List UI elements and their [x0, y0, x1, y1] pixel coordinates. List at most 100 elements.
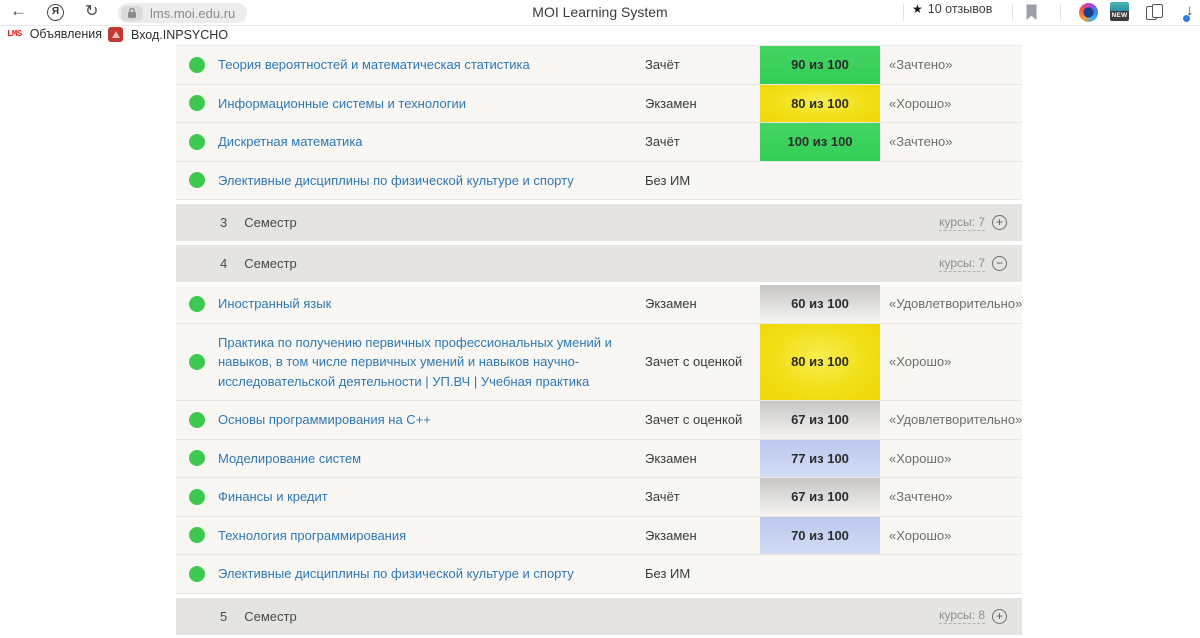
grade-text	[880, 162, 1022, 200]
score-badge: 80 из 100	[760, 323, 880, 400]
refresh-icon[interactable]: ↻	[85, 3, 99, 20]
score-badge: 90 из 100	[760, 46, 880, 84]
status-dot-icon	[189, 56, 205, 73]
rating-bar-positive	[912, 19, 980, 22]
course-row: Дискретная математика Зачёт 100 из 100 «Зач…	[176, 123, 1022, 162]
lock-icon[interactable]	[121, 5, 143, 21]
semester-label: Семестр	[244, 608, 297, 624]
bookmark-inpsycho-login[interactable]: Вход.INPSYCHO	[108, 27, 228, 42]
score-badge: 67 из 100	[760, 401, 880, 439]
score-badge: 67 из 100	[760, 478, 880, 516]
grade-text: «Хорошо»	[889, 527, 952, 543]
browser-toolbar: ← Я ↻ lms.moi.edu.ru MOI Learning System…	[0, 0, 1200, 26]
semester-number: 4	[220, 256, 228, 271]
inpsycho-favicon	[108, 27, 123, 42]
score-badge: 70 из 100	[760, 516, 880, 554]
expand-icon[interactable]: +	[992, 215, 1007, 230]
course-name-link[interactable]: Элективные дисциплины по физической куль…	[218, 172, 574, 188]
grade-text: «Зачтено»	[889, 489, 953, 505]
bookmark-announcements[interactable]: LMS Объявления	[7, 27, 102, 41]
semester-label: Семестр	[244, 215, 297, 230]
reviews-widget[interactable]: ★ 10 отзывов	[912, 2, 1000, 22]
semester-courses-link[interactable]: курсы: 7	[939, 255, 985, 272]
course-name-link[interactable]: Информационные системы и технологии	[218, 95, 466, 111]
grade-text: «Хорошо»	[889, 450, 952, 466]
collapse-icon[interactable]: −	[992, 256, 1007, 271]
semester-courses-link[interactable]: курсы: 7	[939, 214, 985, 231]
lms-favicon: LMS	[7, 29, 22, 39]
bookmark-label: Вход.INPSYCHO	[131, 27, 229, 42]
semester-row[interactable]: 5 Семестр курсы: 8 +	[176, 597, 1022, 635]
semester-number: 5	[220, 608, 228, 624]
control-type: Экзамен	[645, 450, 697, 466]
course-row: Теория вероятностей и математическая ста…	[176, 45, 1022, 85]
new-badge: NEW	[1110, 11, 1129, 21]
course-row: Элективные дисциплины по физической куль…	[176, 161, 1022, 200]
bookmarks-bar: LMS Объявления Вход.INPSYCHO	[0, 26, 1200, 45]
score-badge: 100 из 100	[760, 123, 880, 161]
control-type: Экзамен	[645, 95, 697, 111]
extension-browser-icon[interactable]	[1079, 3, 1098, 22]
semester-courses-link[interactable]: курсы: 8	[939, 608, 985, 624]
grade-text	[880, 555, 1022, 593]
score-badge-empty	[760, 162, 880, 200]
back-icon[interactable]: ←	[10, 1, 27, 20]
control-type: Без ИМ	[645, 566, 691, 582]
control-type: Зачет с оценкой	[645, 412, 743, 428]
extension-new-icon[interactable]: NEW	[1110, 2, 1129, 23]
semester-row[interactable]: 3 Семестр курсы: 7 +	[176, 204, 1022, 241]
page-title: MOI Learning System	[532, 4, 668, 20]
grade-text: «Зачтено»	[889, 57, 953, 73]
divider	[1012, 4, 1013, 21]
score-badge: 77 из 100	[760, 439, 880, 477]
control-type: Зачёт	[645, 134, 680, 150]
control-type: Зачет с оценкой	[645, 354, 743, 370]
rating-bar-negative	[980, 19, 1000, 22]
course-name-link[interactable]: Финансы и кредит	[218, 489, 328, 504]
grades-table: Теория вероятностей и математическая ста…	[176, 45, 1022, 638]
bookmark-icon[interactable]	[1025, 4, 1038, 26]
status-dot-icon	[189, 488, 205, 505]
course-name-link[interactable]: Иностранный язык	[218, 296, 332, 311]
grade-text: «Удовлетворительно»	[889, 296, 1023, 312]
course-name-link[interactable]: Теория вероятностей и математическая ста…	[218, 57, 530, 72]
divider	[903, 4, 904, 21]
grade-text: «Хорошо»	[889, 95, 952, 111]
status-dot-icon	[189, 95, 205, 112]
course-row: Иностранный язык Экзамен 60 из 100 «Удовлет…	[176, 285, 1022, 324]
course-name-link[interactable]: Основы программирования на C++	[218, 412, 431, 427]
score-badge: 60 из 100	[760, 285, 880, 323]
course-row: Технология программирования Экзамен 70 из …	[176, 516, 1022, 555]
semester-row[interactable]: 4 Семестр курсы: 7−	[176, 245, 1022, 282]
expand-icon[interactable]: +	[992, 608, 1007, 624]
url-text: lms.moi.edu.ru	[150, 5, 236, 21]
collections-icon[interactable]	[1146, 4, 1166, 22]
yandex-profile-icon[interactable]: Я	[47, 4, 64, 21]
downloads-icon[interactable]: ↓	[1183, 2, 1194, 22]
course-row: Информационные системы и технологии Экзам…	[176, 84, 1022, 123]
control-type: Экзамен	[645, 527, 697, 543]
control-type: Зачёт	[645, 489, 680, 505]
grade-text: «Зачтено»	[889, 134, 953, 150]
status-dot-icon	[189, 565, 205, 582]
bookmark-label: Объявления	[29, 27, 103, 41]
course-row: Моделирование систем Экзамен 77 из 100 «Хор…	[176, 439, 1022, 478]
control-type: Зачёт	[645, 57, 680, 73]
course-row: Практика по получению первичных професси…	[176, 323, 1022, 401]
star-icon: ★	[912, 2, 923, 16]
address-bar[interactable]: lms.moi.edu.ru	[118, 3, 248, 23]
grade-text: «Хорошо»	[889, 354, 952, 370]
divider	[1060, 4, 1061, 21]
course-name-link[interactable]: Практика по получению первичных професси…	[218, 334, 612, 389]
status-dot-icon	[189, 172, 205, 189]
status-dot-icon	[189, 411, 205, 428]
semester-number: 3	[220, 215, 228, 230]
control-type: Без ИМ	[645, 172, 691, 188]
course-name-link[interactable]: Технология программирования	[218, 527, 407, 543]
course-name-link[interactable]: Моделирование систем	[218, 450, 362, 466]
score-badge: 80 из 100	[760, 84, 880, 122]
rating-bar	[912, 19, 1000, 22]
course-name-link[interactable]: Дискретная математика	[218, 134, 363, 149]
semester-label: Семестр	[244, 256, 297, 271]
course-name-link[interactable]: Элективные дисциплины по физической куль…	[218, 566, 574, 581]
